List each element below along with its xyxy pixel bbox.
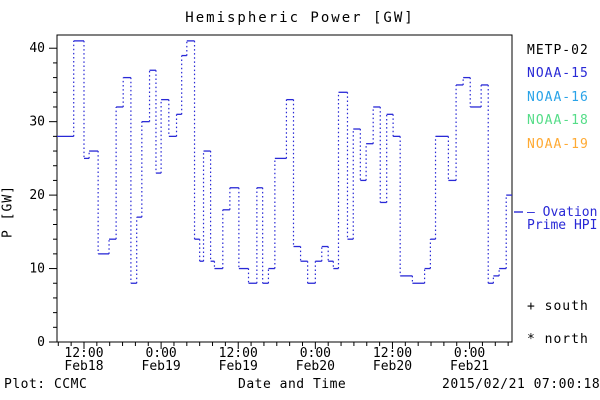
x-tick-time-label: 0:00 [145, 346, 176, 361]
plot-timestamp: 2015/02/21 07:00:18 [442, 377, 600, 392]
legend-item-noaa16: NOAA-16 [527, 90, 589, 105]
y-tick-label: 0 [37, 335, 45, 350]
x-tick-date-label: Feb19 [142, 359, 181, 374]
y-axis-label: P [GW] [0, 185, 16, 238]
x-tick-date-label: Feb21 [450, 359, 489, 374]
y-tick-label: 40 [29, 41, 45, 56]
x-axis-title: Date and Time [238, 377, 347, 392]
x-tick-date-label: Feb20 [373, 359, 412, 374]
y-tick-label: 30 [29, 115, 45, 130]
x-tick-date-label: Feb19 [219, 359, 258, 374]
x-tick-time-label: 12:00 [373, 346, 412, 361]
legend-item-metp02: METP-02 [527, 43, 589, 58]
x-tick-date-label: Feb20 [296, 359, 335, 374]
legend-ovation-line1: — Ovation [527, 205, 598, 220]
legend-north-marker: * north [527, 332, 589, 347]
chart-title: Hemispheric Power [GW] [185, 10, 415, 26]
legend-ovation-line2: Prime HPI [527, 218, 598, 233]
x-tick-time-label: 0:00 [300, 346, 331, 361]
legend-item-noaa19: NOAA-19 [527, 137, 589, 152]
legend-item-noaa15: NOAA-15 [527, 66, 589, 81]
y-tick-label: 20 [29, 188, 45, 203]
x-tick-time-label: 12:00 [219, 346, 258, 361]
legend-item-noaa18: NOAA-18 [527, 113, 589, 128]
axes-frame [56, 34, 513, 343]
x-tick-date-label: Feb18 [64, 359, 103, 374]
x-tick-time-label: 12:00 [64, 346, 103, 361]
y-tick-label: 10 [29, 262, 45, 277]
legend-south-marker: + south [527, 299, 589, 314]
x-tick-time-label: 0:00 [454, 346, 485, 361]
plot-credit: Plot: CCMC [4, 377, 88, 392]
